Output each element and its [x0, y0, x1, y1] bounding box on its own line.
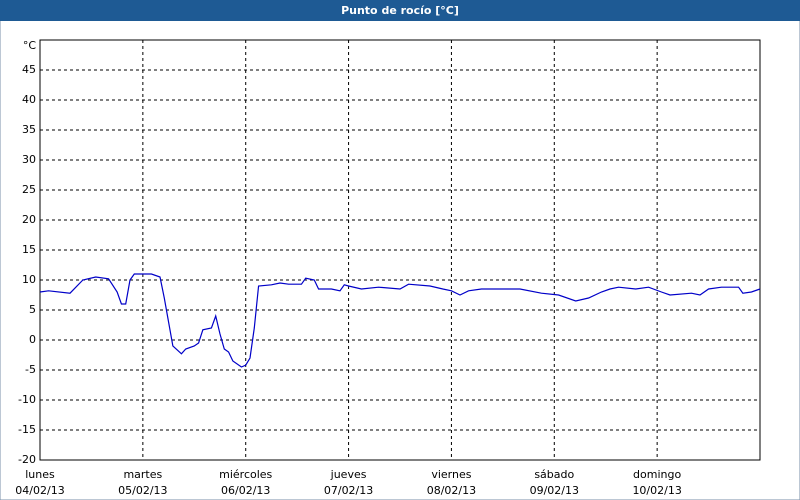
y-tick-label: 40	[22, 93, 36, 106]
y-tick-label: -20	[18, 453, 36, 466]
x-tick-label: viernes	[431, 468, 471, 481]
y-tick-label: 35	[22, 123, 36, 136]
x-tick-date: 08/02/13	[427, 484, 476, 497]
y-tick-label: 5	[29, 303, 36, 316]
y-tick-label: -10	[18, 393, 36, 406]
y-tick-label: -15	[18, 423, 36, 436]
y-unit: °C	[23, 39, 37, 52]
y-tick-label: 0	[29, 333, 36, 346]
y-tick-label: 25	[22, 183, 36, 196]
x-tick-label: jueves	[330, 468, 367, 481]
x-tick-label: domingo	[633, 468, 681, 481]
y-tick-label: 45	[22, 63, 36, 76]
chart-title: Punto de rocío [°C]	[341, 4, 459, 17]
y-tick-label: -5	[25, 363, 36, 376]
x-tick-date: 05/02/13	[118, 484, 167, 497]
title-bar	[0, 0, 800, 21]
y-tick-label: 30	[22, 153, 36, 166]
x-tick-label: sábado	[534, 468, 574, 481]
x-tick-date: 06/02/13	[221, 484, 270, 497]
y-tick-label: 10	[22, 273, 36, 286]
x-tick-date: 04/02/13	[15, 484, 64, 497]
x-tick-label: lunes	[25, 468, 55, 481]
y-tick-label: 15	[22, 243, 36, 256]
x-tick-date: 07/02/13	[324, 484, 373, 497]
x-tick-date: 09/02/13	[530, 484, 579, 497]
x-tick-label: martes	[123, 468, 162, 481]
x-tick-label: miércoles	[219, 468, 272, 481]
line-series	[39, 273, 761, 368]
y-tick-label: 20	[22, 213, 36, 226]
x-tick-date: 10/02/13	[632, 484, 681, 497]
